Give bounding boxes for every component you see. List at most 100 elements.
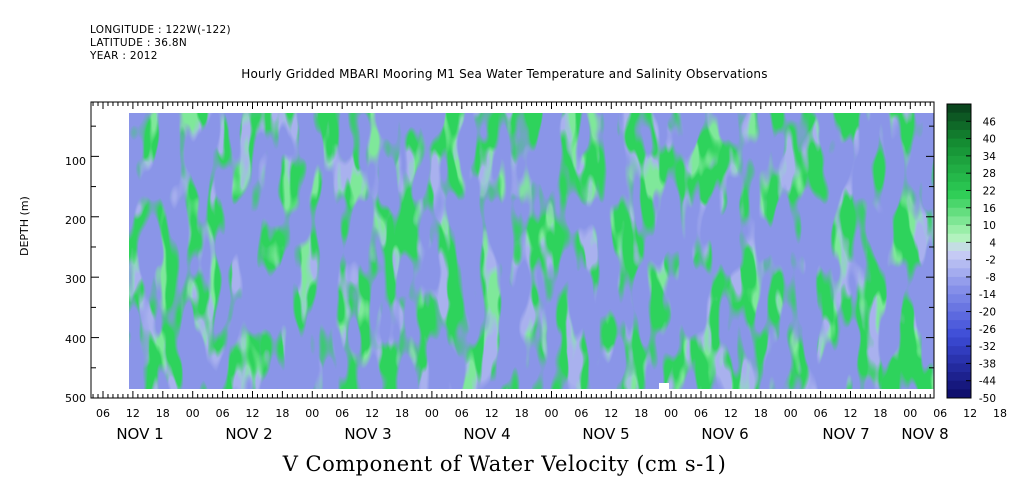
colorbar: 46 40 34 28 22 16 10 4 -2 -8 -14 -20 -26 -32 -38 -44 -50	[946, 103, 997, 405]
colorbar-label: -14	[979, 289, 996, 301]
x-hour-tick-label: 12	[844, 407, 858, 420]
colorbar-cell	[947, 225, 971, 235]
x-hour-tick-label: 00	[425, 407, 439, 420]
x-hour-tick-label: 00	[664, 407, 678, 420]
colorbar-label: -2	[986, 255, 996, 267]
x-hour-tick-label: 12	[246, 407, 260, 420]
x-hour-tick-label: 18	[993, 407, 1007, 420]
x-hour-tick-label: 12	[126, 407, 140, 420]
colorbar-cell	[947, 233, 971, 243]
x-hour-tick-label: 06	[335, 407, 349, 420]
meta-latitude: LATITUDE : 36.8N	[90, 37, 188, 49]
y-tick-label: 500	[65, 392, 86, 405]
x-hour-tick-label: 18	[395, 407, 409, 420]
colorbar-cell	[947, 346, 971, 356]
colorbar-cell	[947, 302, 971, 313]
x-ticks-bottom	[92, 391, 931, 398]
colorbar-label: 46	[983, 116, 997, 128]
colorbar-cell	[947, 354, 971, 364]
x-day-labels: NOV 1 NOV 2 NOV 3 NOV 4 NOV 5 NOV 6 NOV 7 NOV 8	[116, 425, 948, 443]
colorbar-label: 22	[983, 185, 996, 197]
x-day-label: NOV 7	[822, 425, 869, 443]
colorbar-cell	[947, 380, 971, 390]
chart-title: Hourly Gridded MBARI Mooring M1 Sea Wate…	[241, 67, 768, 81]
x-hour-tick-label: 06	[694, 407, 708, 420]
x-day-label: NOV 2	[225, 425, 272, 443]
plot-frame	[90, 101, 935, 399]
colorbar-cell	[947, 190, 971, 200]
colorbar-cell	[947, 181, 971, 191]
colorbar-cell	[947, 173, 971, 183]
colorbar-label: -20	[979, 307, 996, 319]
x-hour-tick-label: 00	[305, 407, 319, 420]
colorbar-cell	[947, 138, 971, 148]
colorbar-cell	[947, 337, 971, 347]
colorbar-cell	[947, 311, 971, 321]
x-day-label: NOV 8	[901, 425, 948, 443]
colorbar-frame	[946, 103, 972, 399]
colorbar-cell	[947, 155, 971, 166]
colorbar-label: -50	[979, 393, 996, 405]
x-hour-tick-label: 12	[604, 407, 618, 420]
colorbar-cell	[947, 242, 971, 252]
x-hour-tick-label: 00	[784, 407, 798, 420]
x-hour-tick-label: 12	[365, 407, 379, 420]
meta-year: YEAR : 2012	[90, 50, 158, 62]
colorbar-label: -8	[986, 272, 996, 284]
x-hour-tick-label: 06	[933, 407, 947, 420]
colorbar-cell	[947, 285, 971, 295]
x-hour-tick-label: 06	[96, 407, 110, 420]
y-tick-label: 100	[65, 155, 86, 168]
x-hour-tick-label: 06	[455, 407, 469, 420]
colorbar-label: -26	[979, 324, 996, 336]
colorbar-label: -38	[979, 358, 996, 370]
x-hour-tick-label: 12	[485, 407, 499, 420]
x-day-label: NOV 6	[701, 425, 748, 443]
x-day-label: NOV 4	[463, 425, 510, 443]
x-day-label: NOV 1	[116, 425, 163, 443]
colorbar-cell	[947, 112, 971, 122]
x-hour-tick-label: 18	[275, 407, 289, 420]
colorbar-cell	[947, 328, 971, 338]
x-day-label: NOV 3	[344, 425, 391, 443]
x-hour-tick-label: 06	[574, 407, 588, 420]
x-ticks-top	[92, 102, 931, 109]
colorbar-cell	[947, 129, 971, 140]
x-day-label: NOV 5	[582, 425, 629, 443]
colorbar-cell	[947, 207, 971, 217]
colorbar-label: -32	[979, 341, 996, 353]
x-hour-tick-label: 18	[754, 407, 768, 420]
colorbar-cell	[947, 104, 971, 114]
colorbar-cell	[947, 320, 971, 330]
x-hour-tick-label: 00	[903, 407, 917, 420]
colorbar-label: 34	[983, 151, 997, 163]
colorbar-cell	[947, 276, 971, 287]
colorbar-cell	[947, 251, 971, 261]
y-tick-label: 400	[65, 333, 86, 346]
x-hour-tick-label: 18	[634, 407, 648, 420]
x-hour-tick-label: 00	[186, 407, 200, 420]
y-tick-label: 200	[65, 214, 86, 227]
colorbar-cell	[947, 121, 971, 131]
colorbar-label: 28	[983, 168, 996, 180]
x-hour-tick-label: 18	[873, 407, 887, 420]
x-hour-tick-label: 18	[515, 407, 529, 420]
y-ticks	[91, 125, 934, 399]
colorbar-cell	[947, 147, 971, 157]
x-axis-label: V Component of Water Velocity (cm s-1)	[282, 452, 727, 476]
heatmap-field	[129, 113, 934, 389]
colorbar-cell	[947, 389, 971, 399]
colorbar-label: 4	[989, 237, 996, 249]
x-hour-tick-label: 12	[724, 407, 738, 420]
x-hour-tick-label: 06	[216, 407, 230, 420]
colorbar-cell	[947, 199, 971, 209]
colorbar-cell	[947, 164, 971, 174]
colorbar-label: 40	[983, 134, 996, 146]
x-hour-labels: 06 12 18 00 06 12 18 00 06 12 18 00 06 12 18 00 06 12 18 00…	[96, 407, 1007, 420]
x-hour-tick-label: 06	[814, 407, 828, 420]
y-tick-label: 300	[65, 273, 86, 286]
x-hour-tick-label: 00	[545, 407, 559, 420]
colorbar-cell	[947, 268, 971, 278]
colorbar-cell	[947, 294, 971, 304]
